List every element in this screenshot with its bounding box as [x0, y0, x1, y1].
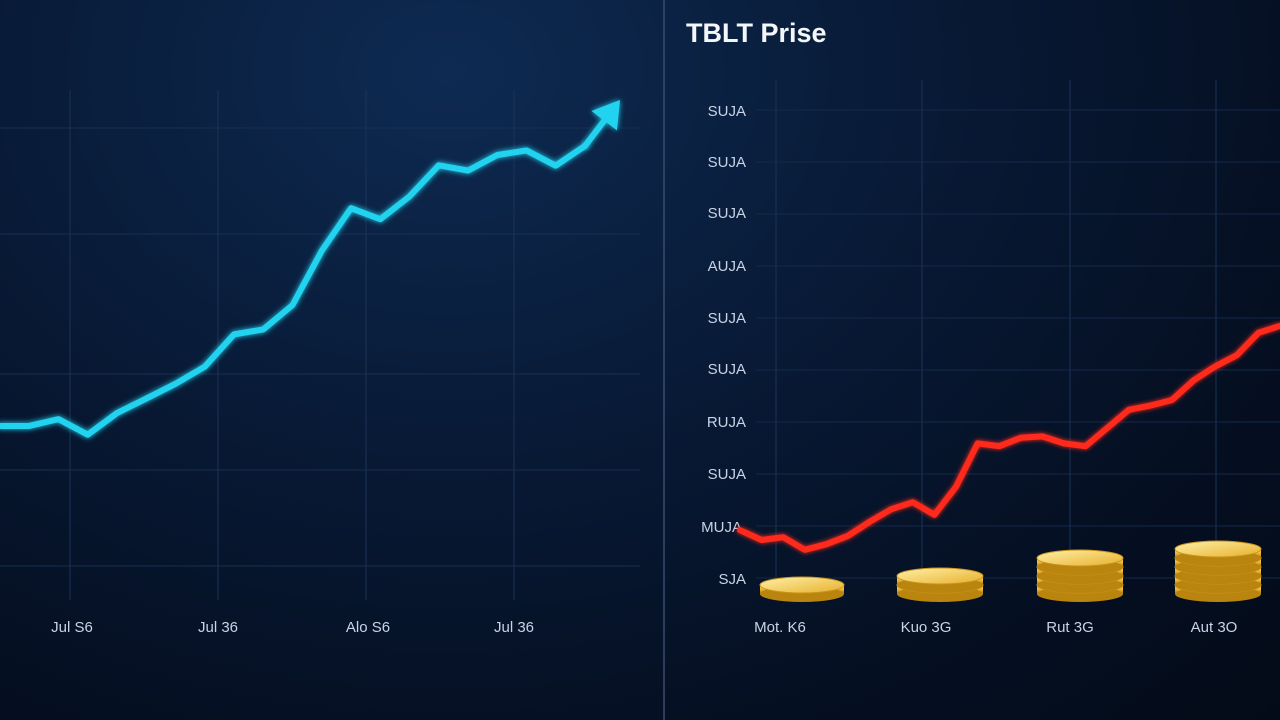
coin-stacks — [759, 540, 1262, 602]
right-y-tick: SUJA — [708, 205, 746, 222]
left-x-tick: Jul S6 — [51, 619, 93, 636]
right-x-tick: Mot. K6 — [754, 619, 806, 636]
left-x-axis-ticks: Jul S6 Jul 36 Alo S6 Jul 36 — [51, 619, 534, 636]
right-y-tick: SUJA — [708, 154, 746, 171]
right-y-tick: SJA — [718, 571, 746, 588]
trend-arrow-icon — [591, 100, 620, 131]
right-y-tick: SUJA — [708, 310, 746, 327]
coin-stack — [1174, 540, 1262, 602]
right-x-tick: Kuo 3G — [901, 619, 952, 636]
coin-stack — [896, 567, 984, 602]
right-y-tick: MUJA — [701, 519, 742, 536]
chart-title: TBLT Prise — [686, 18, 827, 48]
coin-top — [759, 576, 845, 594]
right-x-axis-ticks: Mot. K6 Kuo 3G Rut 3G Aut 3O — [754, 619, 1237, 636]
left-x-tick: Alo S6 — [346, 619, 390, 636]
coin-top — [896, 567, 984, 585]
right-x-tick: Rut 3G — [1046, 619, 1094, 636]
right-y-tick: RUJA — [707, 414, 746, 431]
trend-arrow-stem — [582, 117, 608, 149]
right-y-tick: SUJA — [708, 466, 746, 483]
left-grid — [0, 90, 640, 600]
coin-top — [1036, 549, 1124, 567]
coin-stack — [759, 576, 845, 602]
left-series-line — [0, 142, 588, 438]
right-series-line — [737, 322, 1280, 553]
left-chart-panel: Jul S6 Jul 36 Alo S6 Jul 36 — [0, 90, 640, 636]
coin-top — [1174, 540, 1262, 558]
left-x-tick: Jul 36 — [198, 619, 238, 636]
right-y-tick: SUJA — [708, 361, 746, 378]
coin-stack — [1036, 549, 1124, 602]
right-y-tick: AUJA — [708, 258, 746, 275]
right-y-axis-ticks: SUJA SUJA SUJA AUJA SUJA SUJA RUJA SUJA … — [701, 103, 746, 588]
right-x-tick: Aut 3O — [1191, 619, 1238, 636]
right-grid — [756, 80, 1280, 600]
right-chart-panel: TBLT Prise SUJA SUJA SUJA AUJA SUJA SUJA… — [686, 18, 1280, 636]
right-y-tick: SUJA — [708, 103, 746, 120]
left-x-tick: Jul 36 — [494, 619, 534, 636]
